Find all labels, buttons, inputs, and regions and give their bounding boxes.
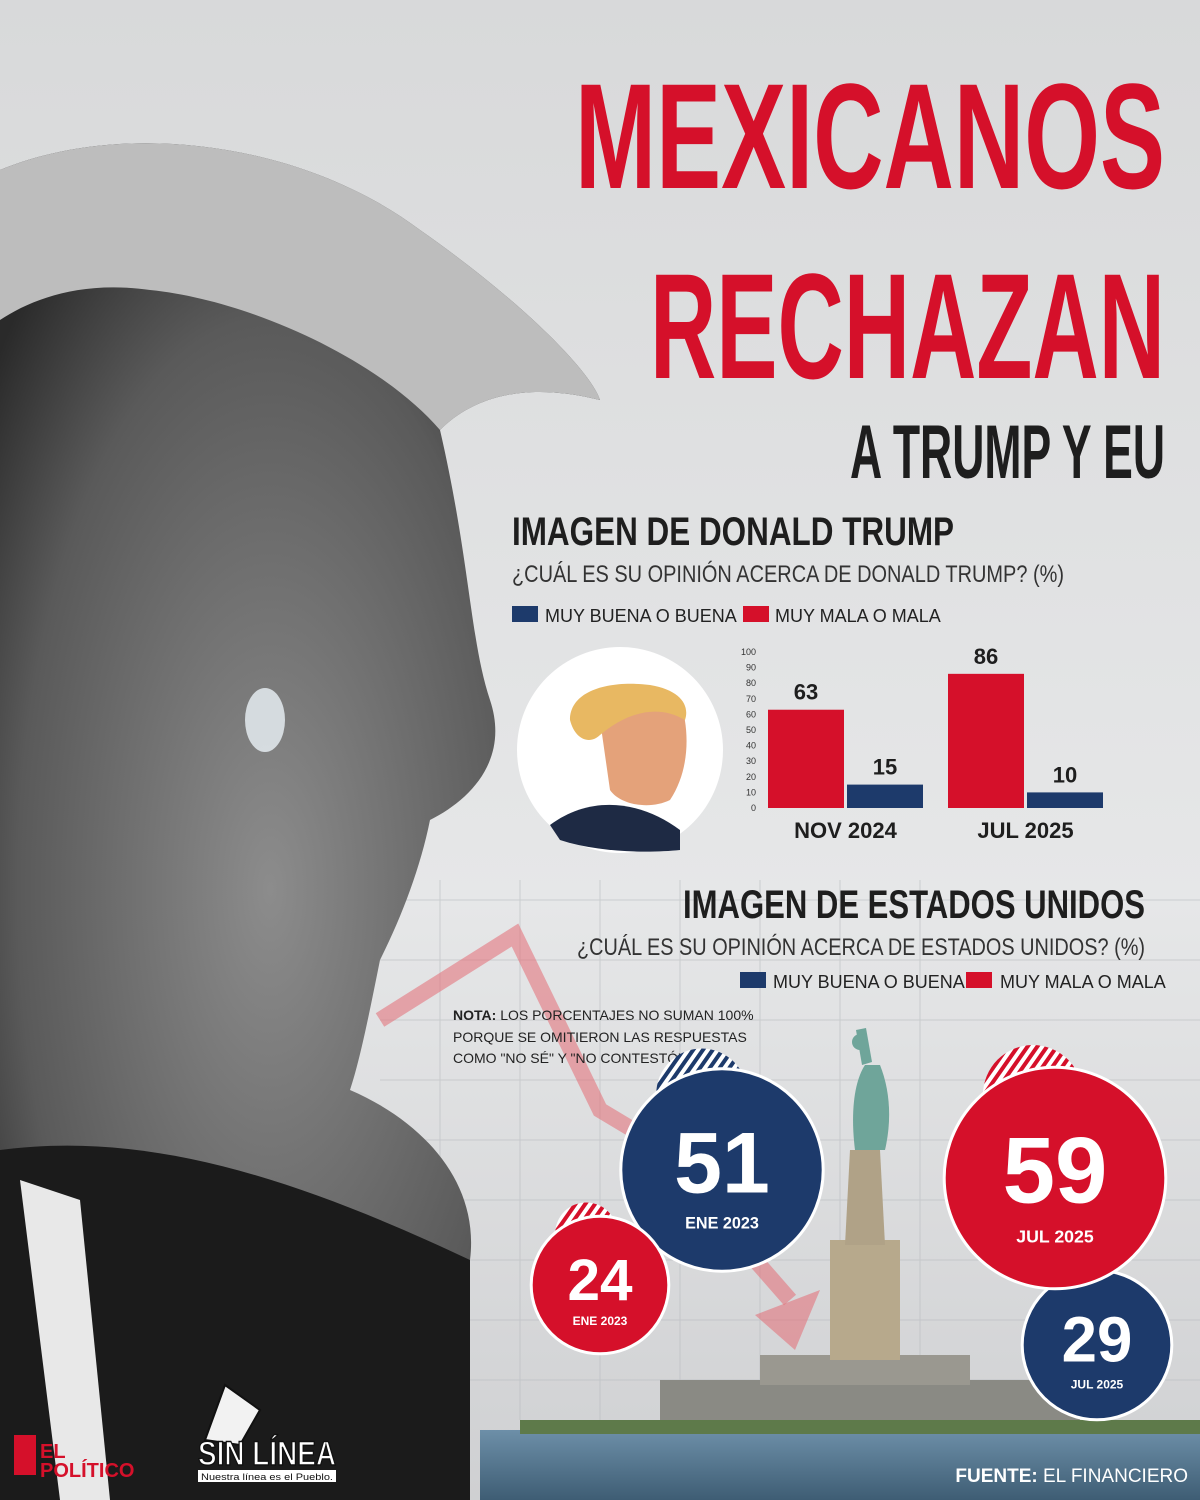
y-tick-label: 90 (746, 663, 756, 673)
y-tick-label: 100 (741, 647, 756, 657)
y-tick-label: 50 (746, 725, 756, 735)
data-label: 15 (873, 755, 897, 780)
logo-tagline: Nuestra línea es el Pueblo. (201, 1472, 333, 1482)
chart-subtitle: ¿CUÁL ES SU OPINIÓN ACERCA DE DONALD TRU… (512, 561, 1064, 588)
bubble-category: ENE 2023 (685, 1215, 759, 1233)
bubble-value: 59 (1003, 1117, 1108, 1222)
bubble-group: 51 ENE 2023 (619, 1048, 825, 1273)
source: FUENTE: EL FINANCIERO (955, 1466, 1188, 1487)
data-label: 10 (1053, 762, 1077, 787)
logo-text: POLÍTICO (40, 1459, 134, 1482)
bubble-value: 51 (674, 1115, 770, 1211)
bar (948, 673, 1024, 808)
trend-arrowhead (755, 1290, 820, 1350)
legend-swatch (512, 606, 538, 622)
chart-subtitle: ¿CUÁL ES SU OPINIÓN ACERCA DE ESTADOS UN… (577, 934, 1145, 961)
legend-swatch (966, 972, 992, 988)
note-line: NOTA: LOS PORCENTAJES NO SUMAN 100% (453, 1007, 754, 1023)
bar (1027, 792, 1103, 808)
bubble (942, 1065, 1168, 1291)
y-tick-label: 0 (751, 803, 756, 813)
data-label: 86 (974, 644, 998, 669)
note: NOTA: LOS PORCENTAJES NO SUMAN 100% PORQ… (453, 1007, 754, 1066)
bubble-group: 59 JUL 2025 (942, 1045, 1168, 1291)
bubble-group: 29 JUL 2025 (1020, 1255, 1174, 1422)
source-label: FUENTE: (955, 1466, 1037, 1487)
y-tick-label: 30 (746, 756, 756, 766)
bubble-category: JUL 2025 (1016, 1226, 1094, 1246)
note-label: NOTA: (453, 1007, 496, 1023)
title-line-1: MEXICANOS (575, 52, 1165, 220)
bar (768, 709, 844, 808)
y-tick-label: 10 (746, 787, 756, 797)
y-tick-label: 60 (746, 709, 756, 719)
legend-swatch (743, 606, 769, 622)
legend-label: MUY BUENA O BUENA (545, 606, 737, 626)
title-line-3: A TRUMP Y EU (850, 410, 1165, 495)
y-tick-label: 80 (746, 678, 756, 688)
trump-photo (517, 647, 723, 853)
x-tick-label: NOV 2024 (794, 818, 897, 843)
source-text: EL FINANCIERO (1043, 1466, 1188, 1487)
bubble (529, 1214, 671, 1356)
logo-sinlinea: SIN LÍNEA Nuestra línea es el Pueblo. (197, 1383, 337, 1482)
data-label: 63 (794, 680, 818, 705)
bubble-value: 29 (1062, 1304, 1133, 1375)
statue-of-liberty (480, 1028, 1200, 1500)
legend-label: MUY MALA O MALA (1000, 972, 1166, 992)
y-tick-label: 40 (746, 741, 756, 751)
title-line-2: RECHAZAN (650, 242, 1165, 410)
x-tick-label: JUL 2025 (977, 818, 1073, 843)
y-tick-label: 70 (746, 694, 756, 704)
logo-text: EL (40, 1441, 66, 1463)
legend-swatch (740, 972, 766, 988)
note-text: COMO "NO SÉ" Y "NO CONTESTÓ" (453, 1050, 683, 1066)
logo-politico: EL POLÍTICO (14, 1435, 134, 1482)
note-text: PORQUE SE OMITIERON LAS RESPUESTAS (453, 1029, 747, 1045)
logo-text: SIN LÍNEA (198, 1435, 336, 1473)
bubble-category: JUL 2025 (1071, 1377, 1124, 1391)
bubble (619, 1067, 825, 1273)
legend-label: MUY MALA O MALA (775, 606, 941, 626)
bar (847, 784, 923, 808)
chart-title: IMAGEN DE DONALD TRUMP (512, 510, 954, 554)
note-text: LOS PORCENTAJES NO SUMAN 100% (500, 1007, 753, 1023)
bubble-category: ENE 2023 (573, 1314, 628, 1328)
portrait (0, 143, 600, 1500)
legend-label: MUY BUENA O BUENA (773, 972, 965, 992)
y-tick-label: 20 (746, 772, 756, 782)
bubble-value: 24 (567, 1248, 633, 1313)
chart-title: IMAGEN DE ESTADOS UNIDOS (683, 883, 1145, 927)
